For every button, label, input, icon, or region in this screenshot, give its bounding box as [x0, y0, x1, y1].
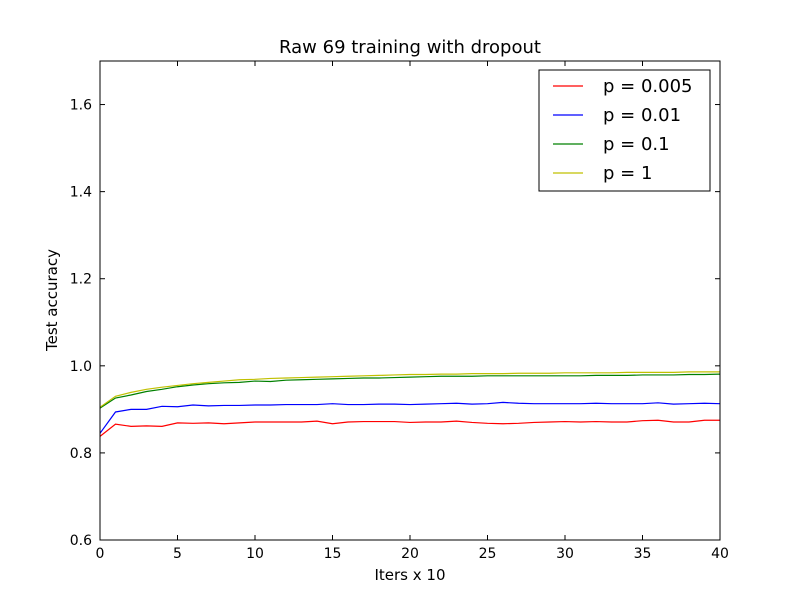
y-axis-label: Test accuracy: [43, 249, 61, 352]
y-tick-label: 0.8: [70, 446, 92, 462]
x-tick-label: 5: [173, 546, 182, 562]
x-tick-label: 20: [401, 546, 419, 562]
legend-box: [538, 69, 711, 192]
y-tick-label: 1.6: [70, 98, 92, 114]
y-tick-labels: 0.6 0.8 1.0 1.2 1.4 1.6: [70, 98, 92, 549]
x-tick-label: 0: [96, 546, 105, 562]
legend: p = 0.005 p = 0.01 p = 0.1 p = 1: [538, 69, 711, 192]
series-line-3: [99, 373, 721, 409]
series-line-4: [99, 371, 720, 408]
x-tick-label: 30: [556, 546, 574, 562]
axis-ticks: [99, 61, 721, 541]
legend-label-3: p = 0.1: [603, 134, 670, 155]
plot-lines: [99, 371, 721, 437]
x-tick-label: 40: [711, 546, 729, 562]
chart-title: Raw 69 training with dropout: [279, 37, 541, 58]
legend-label-4: p = 1: [603, 163, 652, 184]
y-tick-label: 1.4: [70, 185, 92, 201]
x-tick-label: 10: [246, 546, 264, 562]
x-tick-labels: 0 5 10 15 20 25 30 35 40: [96, 546, 729, 562]
x-tick-label: 25: [479, 546, 497, 562]
x-axis-label: Iters x 10: [374, 566, 445, 584]
legend-label-2: p = 0.01: [603, 105, 681, 126]
series-line-2: [99, 401, 721, 434]
legend-label-1: p = 0.005: [603, 76, 692, 97]
y-tick-label: 1.2: [70, 272, 92, 288]
y-tick-label: 1.0: [70, 359, 92, 375]
x-tick-label: 35: [634, 546, 652, 562]
series-line-1: [99, 419, 720, 437]
y-tick-label: 0.6: [70, 533, 92, 549]
x-tick-label: 15: [324, 546, 342, 562]
